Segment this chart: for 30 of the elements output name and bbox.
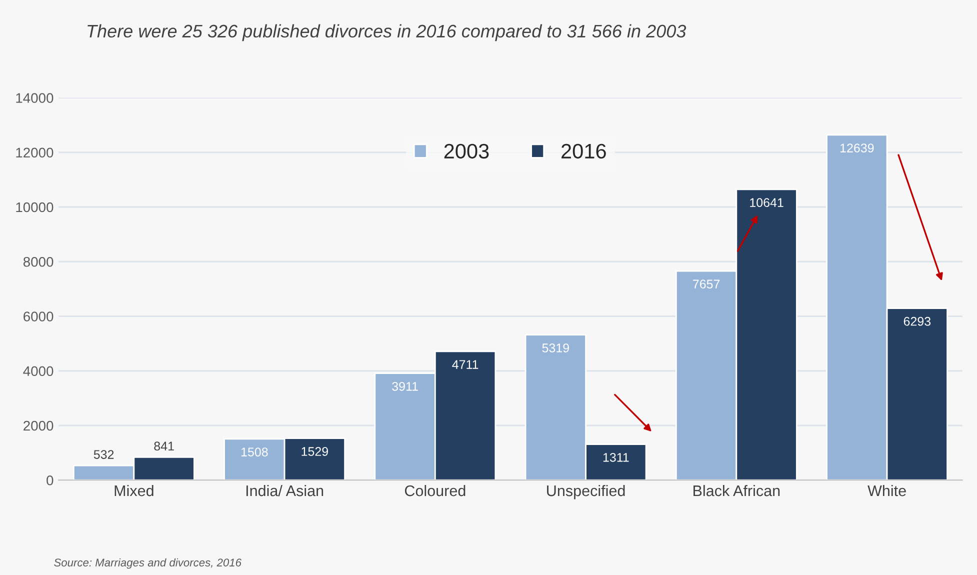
data-label: 12639 (840, 144, 874, 152)
data-label: 1508 (241, 448, 268, 456)
x-tick-label: Mixed (114, 484, 154, 496)
x-tick-label: White (868, 484, 906, 496)
data-label: 7657 (693, 280, 720, 289)
data-label: 841 (154, 442, 174, 451)
data-label: 1529 (302, 447, 328, 456)
data-label: 1311 (603, 452, 629, 462)
data-label: 532 (94, 450, 114, 459)
y-tick-label: 6000 (24, 312, 54, 322)
source-note: Source: Marriages and divorces, 2016 (54, 558, 242, 569)
data-label: 10641 (750, 198, 784, 208)
y-tick-label: 0 (46, 475, 54, 486)
y-tick-label: 2000 (24, 420, 54, 431)
x-tick-label: Unspecified (547, 484, 625, 500)
x-tick-label: India/ Asian (246, 484, 324, 496)
y-tick-label: 4000 (23, 366, 54, 376)
data-label: 6293 (904, 316, 931, 326)
y-tick-label: 14000 (16, 93, 54, 103)
y-tick-label: 10000 (16, 202, 54, 212)
legend-label: 2016 (562, 144, 606, 159)
legend-label: 2003 (444, 144, 489, 159)
data-label: 5319 (542, 344, 569, 352)
data-label: 4711 (452, 360, 478, 369)
x-tick-label: Black African (694, 484, 780, 496)
y-tick-label: 8000 (23, 256, 54, 267)
y-tick-label: 12000 (16, 148, 54, 158)
data-label: 3911 (392, 382, 418, 391)
chart-title: There were 25 326 published divorces in 2016 compared to 31 566 in 2003 (88, 24, 686, 42)
x-tick-label: Coloured (404, 484, 466, 496)
